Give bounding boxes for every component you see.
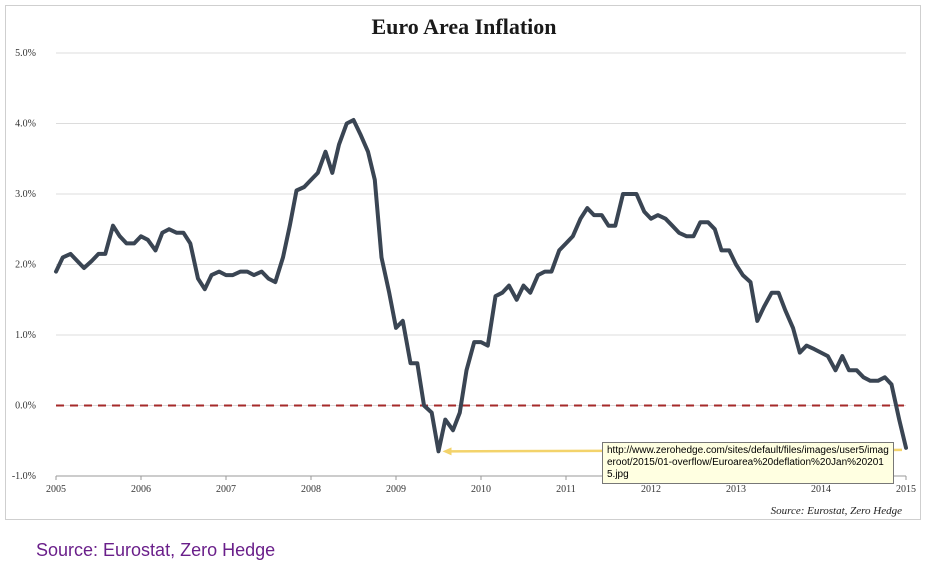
x-tick-label: 2007 — [216, 484, 236, 495]
highlight-arrow-head — [442, 447, 452, 456]
x-tick-label: 2009 — [386, 484, 406, 495]
y-tick-label: 2.0% — [15, 260, 36, 271]
chart-frame: Euro Area Inflation 5.0% 4.0% 3.0% 2.0% 1.0%… — [5, 5, 921, 520]
y-tick-label: 4.0% — [15, 119, 36, 130]
url-tooltip: http://www.zerohedge.com/sites/default/f… — [602, 442, 894, 484]
image-caption: Source: Eurostat, Zero Hedge — [36, 540, 276, 560]
y-tick-label: 3.0% — [15, 189, 36, 200]
x-tick-label: 2011 — [556, 484, 576, 495]
x-tick-label: 2008 — [301, 484, 321, 495]
chart-svg: Euro Area Inflation 5.0% 4.0% 3.0% 2.0% 1.0%… — [12, 14, 916, 517]
y-tick-label: 0.0% — [15, 401, 36, 412]
y-tick-label: -1.0% — [12, 471, 36, 482]
grid-lines — [56, 52, 906, 477]
y-axis-ticks: 5.0% 4.0% 3.0% 2.0% 1.0% 0.0% -1.0% — [12, 48, 36, 482]
y-tick-label: 5.0% — [15, 48, 36, 59]
x-tick-label: 2010 — [471, 484, 491, 495]
x-tick-label: 2014 — [811, 484, 831, 495]
x-tick-label: 2012 — [641, 484, 661, 495]
inflation-series — [54, 118, 908, 454]
x-tick-label: 2006 — [131, 484, 151, 495]
series-line — [54, 118, 908, 454]
x-tick-label: 2015 — [896, 484, 916, 495]
x-tick-label: 2013 — [726, 484, 746, 495]
chart-title: Euro Area Inflation — [372, 14, 557, 39]
y-tick-label: 1.0% — [15, 330, 36, 341]
chart-source-note: Source: Eurostat, Zero Hedge — [771, 505, 902, 517]
x-tick-label: 2005 — [46, 484, 66, 495]
